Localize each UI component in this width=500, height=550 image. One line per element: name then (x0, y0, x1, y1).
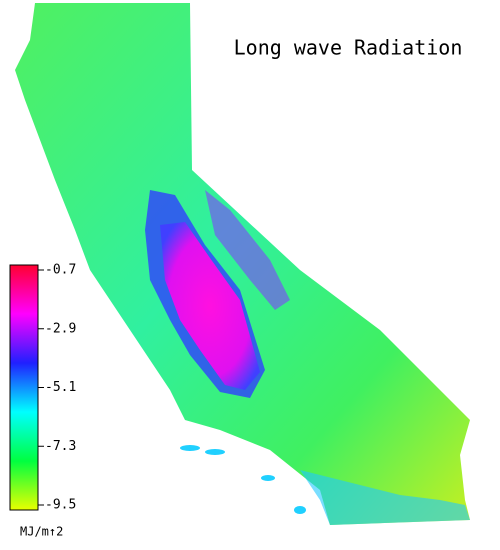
colorbar (9, 264, 39, 511)
island (261, 475, 275, 481)
coastal-blue (300, 470, 470, 525)
island (180, 445, 200, 451)
sierra (205, 190, 290, 310)
colorbar-tick-label: -2.9 (45, 321, 76, 336)
island (205, 449, 225, 455)
colorbar-tick-label: -5.1 (45, 380, 76, 395)
valley (160, 222, 260, 390)
colorbar-tick-label: -7.3 (45, 439, 76, 454)
colorbar-unit: MJ/m↑2 (20, 525, 63, 539)
colorbar-tick-label: -9.5 (45, 498, 76, 513)
colorbar-tick-label: -0.7 (45, 263, 76, 278)
island (294, 506, 306, 514)
map-title: Long wave Radiation (234, 36, 463, 60)
